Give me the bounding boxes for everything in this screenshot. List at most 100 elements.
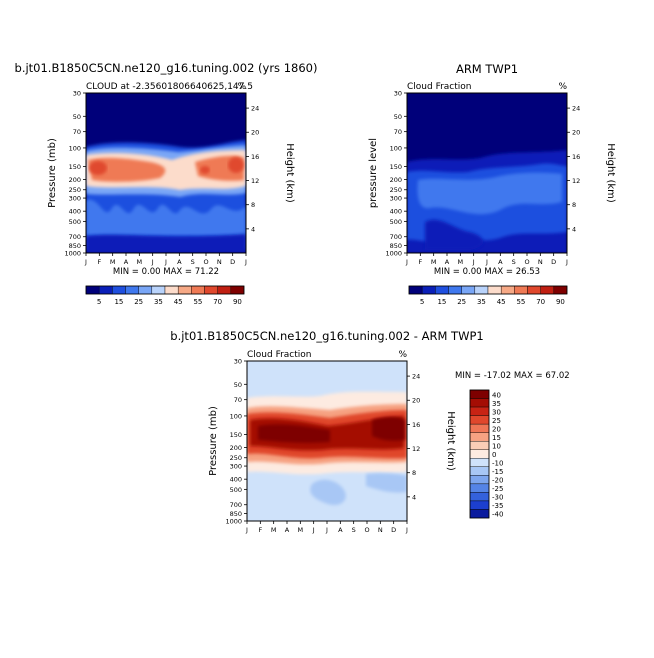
colorbar-frame <box>469 389 490 519</box>
pressure-tick-label: 500 <box>69 218 81 226</box>
model-lowcloud <box>86 199 246 236</box>
colorbar-label: 70 <box>213 298 222 306</box>
colorbar-swatch <box>469 458 490 467</box>
colorbar-label: 40 <box>492 391 501 399</box>
month-tick-label: J <box>565 258 568 266</box>
colorbar-label: 55 <box>193 298 202 306</box>
colorbar-swatch <box>177 285 192 295</box>
month-tick-label: F <box>258 526 262 534</box>
colorbar-label: 25 <box>492 417 501 425</box>
month-tick-label: F <box>418 258 422 266</box>
panel-obs-ylabel-right: Height (km) <box>605 143 616 203</box>
month-tick-label: N <box>378 526 383 534</box>
colorbar-swatch <box>421 285 436 295</box>
height-tick-label: 8 <box>251 201 255 209</box>
colorbar-swatch <box>474 285 489 295</box>
colorbar-label: 90 <box>556 298 565 306</box>
month-tick-label: D <box>551 258 556 266</box>
pressure-tick-label: 300 <box>69 195 81 203</box>
month-tick-label: J <box>245 526 248 534</box>
colorbar-label: 35 <box>492 400 501 408</box>
pressure-tick-label: 200 <box>230 444 242 452</box>
colorbar-label: 70 <box>536 298 545 306</box>
colorbar-swatch <box>487 285 502 295</box>
colorbar-label: 20 <box>492 425 501 433</box>
colorbar-label: -30 <box>492 494 503 502</box>
model-cloud-peak1 <box>89 161 107 175</box>
panel-obs-stats: MIN = 0.00 MAX = 26.53 <box>434 267 540 277</box>
colorbar-swatch <box>469 432 490 442</box>
month-tick-label: J <box>325 526 328 534</box>
pressure-tick-label: 250 <box>230 454 242 462</box>
colorbar-label: 15 <box>437 298 446 306</box>
colorbar-swatch <box>469 398 490 408</box>
panel-obs-field <box>407 93 567 253</box>
pressure-tick-label: 1000 <box>225 518 242 526</box>
month-tick-label: F <box>97 258 101 266</box>
month-tick-label: M <box>458 258 464 266</box>
panel-model-title: b.jt01.B1850C5CN.ne120_g16.tuning.002 (y… <box>15 61 318 75</box>
pressure-tick-label: 400 <box>230 476 242 484</box>
colorbar-swatch <box>469 492 490 502</box>
colorbar-swatch <box>435 285 449 295</box>
pressure-tick-label: 100 <box>69 144 81 152</box>
panel-diff-field <box>247 361 407 521</box>
pressure-tick-label: 300 <box>390 195 402 203</box>
panel-diff-unit-label: % <box>398 350 407 360</box>
pressure-tick-label: 70 <box>234 396 242 404</box>
colorbar-swatch <box>112 285 126 295</box>
pressure-tick-label: 250 <box>69 186 81 194</box>
colorbar-swatch <box>469 500 490 510</box>
colorbar-swatch <box>527 285 541 295</box>
pressure-tick-label: 30 <box>394 90 402 98</box>
panel-model: b.jt01.B1850C5CN.ne120_g16.tuning.002 (y… <box>15 61 318 306</box>
panel-model-left-label: CLOUD at -2.35601806640625,147.5 <box>86 82 253 92</box>
height-tick-label: 24 <box>412 373 420 381</box>
colorbar-swatch <box>469 483 490 493</box>
colorbar-label: 10 <box>492 442 501 450</box>
colorbar-swatch <box>164 285 179 295</box>
panel-diff-left-label: Cloud Fraction <box>247 350 312 360</box>
pressure-tick-label: 700 <box>69 233 81 241</box>
month-tick-label: J <box>472 258 475 266</box>
panel-model-unit-label: % <box>237 82 246 92</box>
obs-cloud-bright <box>417 172 562 215</box>
pressure-tick-label: 1000 <box>64 250 81 258</box>
pressure-tick-label: 150 <box>69 163 81 171</box>
height-tick-label: 12 <box>251 177 259 185</box>
height-tick-label: 16 <box>251 153 259 161</box>
colorbar-swatch <box>500 285 515 295</box>
panel-diff-ylabel: Pressure (mb) <box>208 406 219 476</box>
model-cloud-peak3 <box>200 166 210 174</box>
month-tick-label: S <box>352 526 356 534</box>
panel-diff-ylabel-right: Height (km) <box>445 411 456 471</box>
colorbar-swatch <box>469 449 490 459</box>
pressure-tick-label: 400 <box>390 208 402 216</box>
colorbar-swatch <box>125 285 139 295</box>
colorbar-label: -20 <box>492 477 503 485</box>
pressure-tick-label: 250 <box>390 186 402 194</box>
colorbar-swatch <box>191 285 205 295</box>
month-tick-label: A <box>338 526 343 534</box>
month-tick-label: A <box>124 258 129 266</box>
panel-diff-stats: MIN = -17.02 MAX = 67.02 <box>455 371 570 381</box>
colorbar-label: 25 <box>134 298 143 306</box>
colorbar-swatch <box>85 285 100 295</box>
month-tick-label: A <box>285 526 290 534</box>
colorbar-swatch <box>469 415 490 425</box>
colorbar-swatch <box>230 285 245 295</box>
height-tick-label: 4 <box>572 225 576 233</box>
colorbar-label: -10 <box>492 460 503 468</box>
height-tick-label: 8 <box>412 469 416 477</box>
colorbar-swatch <box>469 509 490 519</box>
colorbar-label: -15 <box>492 468 503 476</box>
month-tick-label: O <box>203 258 208 266</box>
colorbar-swatch <box>469 389 490 399</box>
panel-model-stats: MIN = 0.00 MAX = 71.22 <box>113 267 219 277</box>
colorbar-swatch <box>448 285 462 295</box>
pressure-tick-label: 150 <box>390 163 402 171</box>
pressure-tick-label: 50 <box>394 113 402 121</box>
month-tick-label: M <box>271 526 277 534</box>
pressure-tick-label: 70 <box>73 128 81 136</box>
